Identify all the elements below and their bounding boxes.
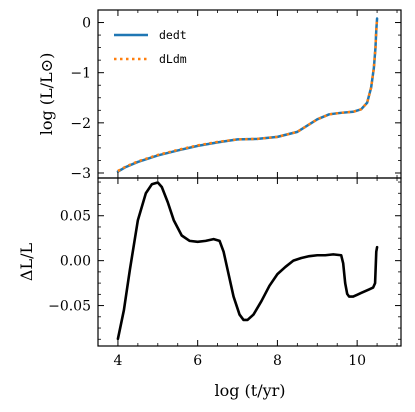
x-tick-label: 8: [273, 353, 282, 369]
legend-dldm-label: dLdm: [159, 52, 187, 66]
bottom-ylabel: ΔL/L: [17, 243, 36, 282]
x-tick-label: 6: [193, 353, 202, 369]
series-line-panel1-0: [116, 181, 379, 341]
y-tick-label: −2: [70, 116, 91, 132]
legend-dedt-label: dedt: [159, 28, 187, 42]
bottom-axes-frame: [97, 177, 402, 347]
y-tick-label: −0.05: [48, 299, 91, 315]
top-ylabel: log (L/L⊙): [37, 53, 56, 136]
bottom-ticks-group: 4 6 8 10 0.05 0.00 −0.05: [48, 178, 401, 369]
bottom-panel: 4 6 8 10 0.05 0.00 −0.05 ΔL/L log (t/yr): [17, 177, 402, 400]
y-tick-label: 0.00: [60, 254, 91, 270]
y-tick-label: 0: [82, 16, 91, 32]
y-tick-label: −1: [70, 66, 91, 82]
x-tick-label: 4: [113, 353, 122, 369]
bottom-xlabel: log (t/yr): [214, 381, 285, 400]
bottom-series-group: [116, 181, 379, 341]
top-series-group: [116, 17, 379, 173]
top-ticks-group: 0 −1 −2 −3: [70, 9, 401, 182]
y-tick-label: 0.05: [60, 209, 91, 225]
x-tick-label: 10: [348, 353, 366, 369]
y-tick-label: −3: [70, 166, 91, 182]
series-line-dedt: [116, 17, 379, 173]
top-panel: 0 −1 −2 −3 log (L/L⊙) dedt dLdm: [37, 9, 402, 182]
legend: dedt dLdm: [114, 28, 187, 66]
series-line-dLdm: [117, 18, 379, 173]
